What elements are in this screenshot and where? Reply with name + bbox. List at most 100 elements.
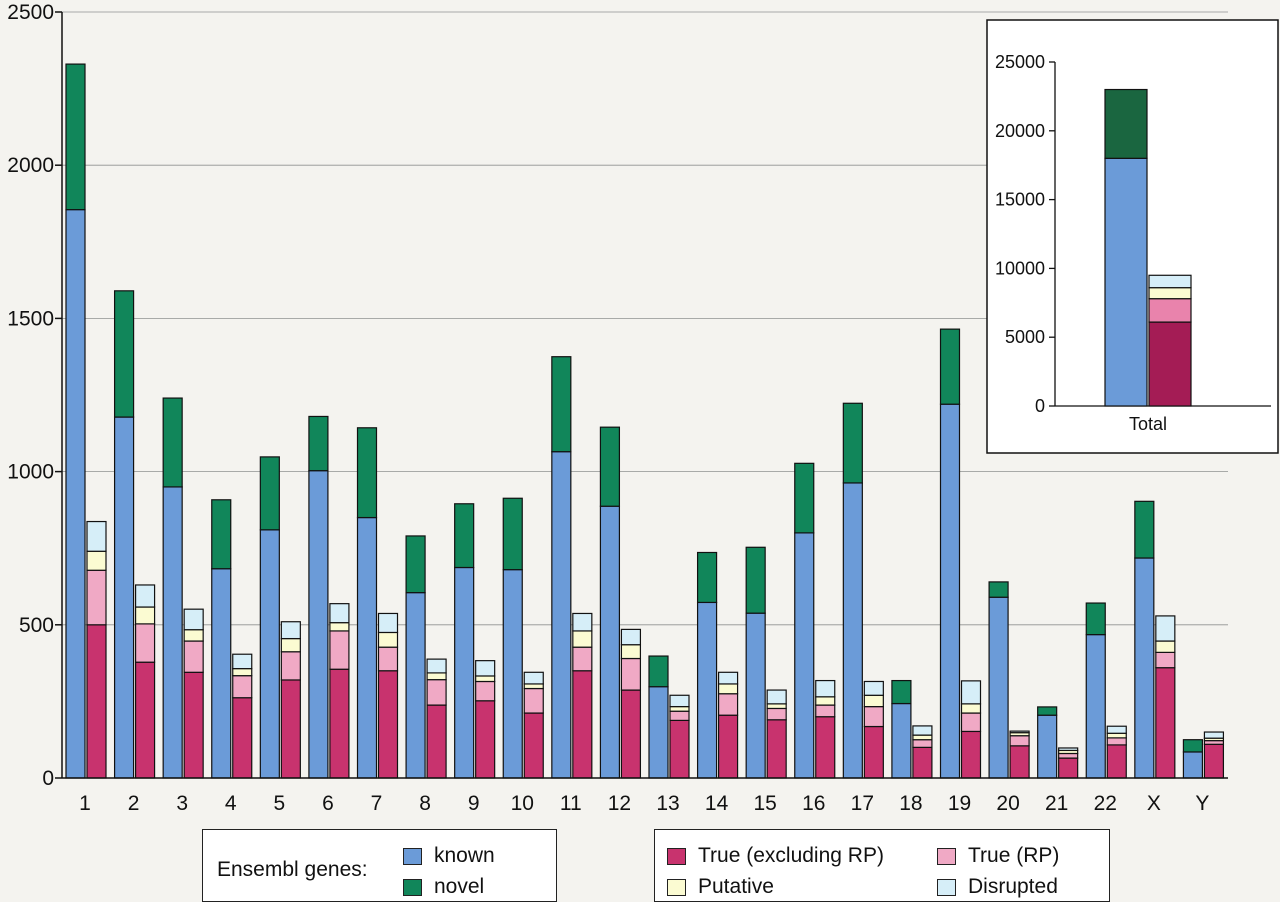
ensembl-legend-title: Ensembl genes: <box>217 858 368 881</box>
y-tick-label: 2500 <box>7 1 54 24</box>
novel-swatch <box>403 878 422 896</box>
bar-segment-known-17 <box>842 482 863 779</box>
bar-segment-putative-18 <box>912 734 933 741</box>
bar-segment-novel-18 <box>891 679 912 705</box>
bar-segment-putative-12 <box>620 644 642 660</box>
bar-segment-true-rp--16 <box>815 704 836 718</box>
x-tick-label: 5 <box>273 792 285 815</box>
y-tick-label: 500 <box>19 614 54 637</box>
bar-segment-true-rp--18 <box>912 739 933 748</box>
bar-segment-true-excluding-rp--X <box>1155 667 1176 779</box>
inset-y-tick-label: 10000 <box>995 258 1045 278</box>
bar-segment-novel-11 <box>551 356 572 453</box>
bar-segment-putative-6 <box>329 622 350 632</box>
bar-segment-novel-7 <box>356 427 378 519</box>
bar-segment-true-excluding-rp--16 <box>815 716 836 779</box>
bar-segment-true-excluding-rp--12 <box>620 689 642 779</box>
x-tick-label: 15 <box>753 792 776 815</box>
bar-segment-disrupted-2 <box>134 584 156 608</box>
bar-segment-novel-16 <box>794 462 815 534</box>
bar-segment-putative-2 <box>134 606 156 625</box>
x-tick-label: 9 <box>468 792 480 815</box>
y-tick-label: 1000 <box>7 461 54 484</box>
bar-segment-true-rp--14 <box>717 693 739 716</box>
x-tick-label: 2 <box>128 792 140 815</box>
bar-segment-novel-13 <box>648 655 669 688</box>
bar-segment-true-excluding-rp--19 <box>960 730 982 779</box>
x-tick-label: 22 <box>1094 792 1117 815</box>
legend-label-disrupted: Disrupted <box>968 875 1058 898</box>
bar-segment-disrupted-10 <box>523 671 544 685</box>
legend-item-true-excl-rp: True (excluding RP) <box>667 844 884 868</box>
inset-bar-segment-putative <box>1148 287 1192 300</box>
x-tick-label: 1 <box>79 792 91 815</box>
bar-segment-novel-1 <box>65 63 86 211</box>
bar-segment-known-2 <box>113 416 135 779</box>
bar-segment-known-3 <box>162 486 183 779</box>
bar-segment-putative-4 <box>232 668 253 677</box>
inset-y-tick-label: 20000 <box>995 121 1045 141</box>
x-tick-label: 4 <box>225 792 237 815</box>
bar-segment-putative-13 <box>669 706 690 712</box>
bar-segment-novel-9 <box>454 503 475 569</box>
legend-label-novel: novel <box>434 875 485 898</box>
bar-segment-putative-9 <box>475 675 496 683</box>
bar-segment-true-rp--20 <box>1009 735 1030 747</box>
bar-segment-putative-16 <box>815 696 836 706</box>
bar-segment-known-16 <box>794 532 815 779</box>
bar-segment-known-6 <box>308 470 329 779</box>
bar-segment-disrupted-17 <box>863 680 884 696</box>
inset-bar-segment-true-excluding-rp- <box>1148 321 1192 407</box>
bar-segment-putative-X <box>1155 640 1176 653</box>
bar-segment-disrupted-13 <box>669 694 690 708</box>
bar-segment-novel-17 <box>842 402 863 484</box>
bar-segment-true-excluding-rp--22 <box>1106 744 1127 779</box>
bar-segment-known-9 <box>454 566 475 779</box>
bar-segment-disrupted-18 <box>912 725 933 736</box>
bar-segment-known-1 <box>65 209 86 779</box>
bar-segment-novel-X <box>1134 500 1155 559</box>
bar-segment-known-20 <box>988 596 1009 779</box>
bar-segment-novel-Y <box>1182 739 1204 753</box>
bar-segment-true-rp--10 <box>523 687 544 714</box>
bar-segment-true-rp--17 <box>863 706 884 728</box>
bar-segment-disrupted-14 <box>717 671 739 685</box>
bar-segment-true-excluding-rp--14 <box>717 714 739 779</box>
y-tick-label: 0 <box>42 767 54 790</box>
x-tick-label: 16 <box>802 792 825 815</box>
inset-bar-segment-known <box>1104 157 1148 407</box>
bar-segment-putative-17 <box>863 694 884 708</box>
x-tick-label: 21 <box>1045 792 1068 815</box>
legend-label-known: known <box>434 844 495 867</box>
disrupted-swatch <box>937 878 956 896</box>
bar-segment-putative-22 <box>1106 732 1127 739</box>
inset-y-tick-label: 5000 <box>1005 327 1045 347</box>
x-tick-label: 3 <box>176 792 188 815</box>
bar-segment-putative-1 <box>86 550 107 571</box>
bar-segment-true-rp--1 <box>86 569 107 626</box>
bar-segment-disrupted-22 <box>1106 725 1127 734</box>
bar-segment-known-12 <box>599 505 621 779</box>
bar-segment-true-excluding-rp--2 <box>134 661 156 779</box>
inset-bar-segment-disrupted <box>1148 274 1192 289</box>
bar-segment-putative-7 <box>377 631 399 648</box>
bar-segment-known-21 <box>1037 714 1058 779</box>
legend-item-disrupted: Disrupted <box>937 875 1058 899</box>
bar-segment-true-excluding-rp--20 <box>1009 745 1030 779</box>
x-tick-label: 7 <box>371 792 383 815</box>
bar-segment-known-18 <box>891 702 912 779</box>
inset-y-tick-label: 15000 <box>995 190 1045 210</box>
bar-segment-disrupted-6 <box>329 603 350 624</box>
bar-segment-putative-15 <box>766 703 787 710</box>
bar-segment-novel-15 <box>745 546 766 614</box>
bar-segment-disrupted-20 <box>1009 730 1030 734</box>
bar-segment-disrupted-8 <box>426 658 447 674</box>
x-tick-label: 12 <box>608 792 631 815</box>
bar-segment-putative-11 <box>572 630 593 648</box>
bar-segment-known-13 <box>648 686 669 779</box>
x-tick-label: 17 <box>851 792 874 815</box>
bar-segment-true-excluding-rp--18 <box>912 746 933 779</box>
inset-bar-segment-novel <box>1104 88 1148 159</box>
bar-segment-true-rp--22 <box>1106 737 1127 746</box>
